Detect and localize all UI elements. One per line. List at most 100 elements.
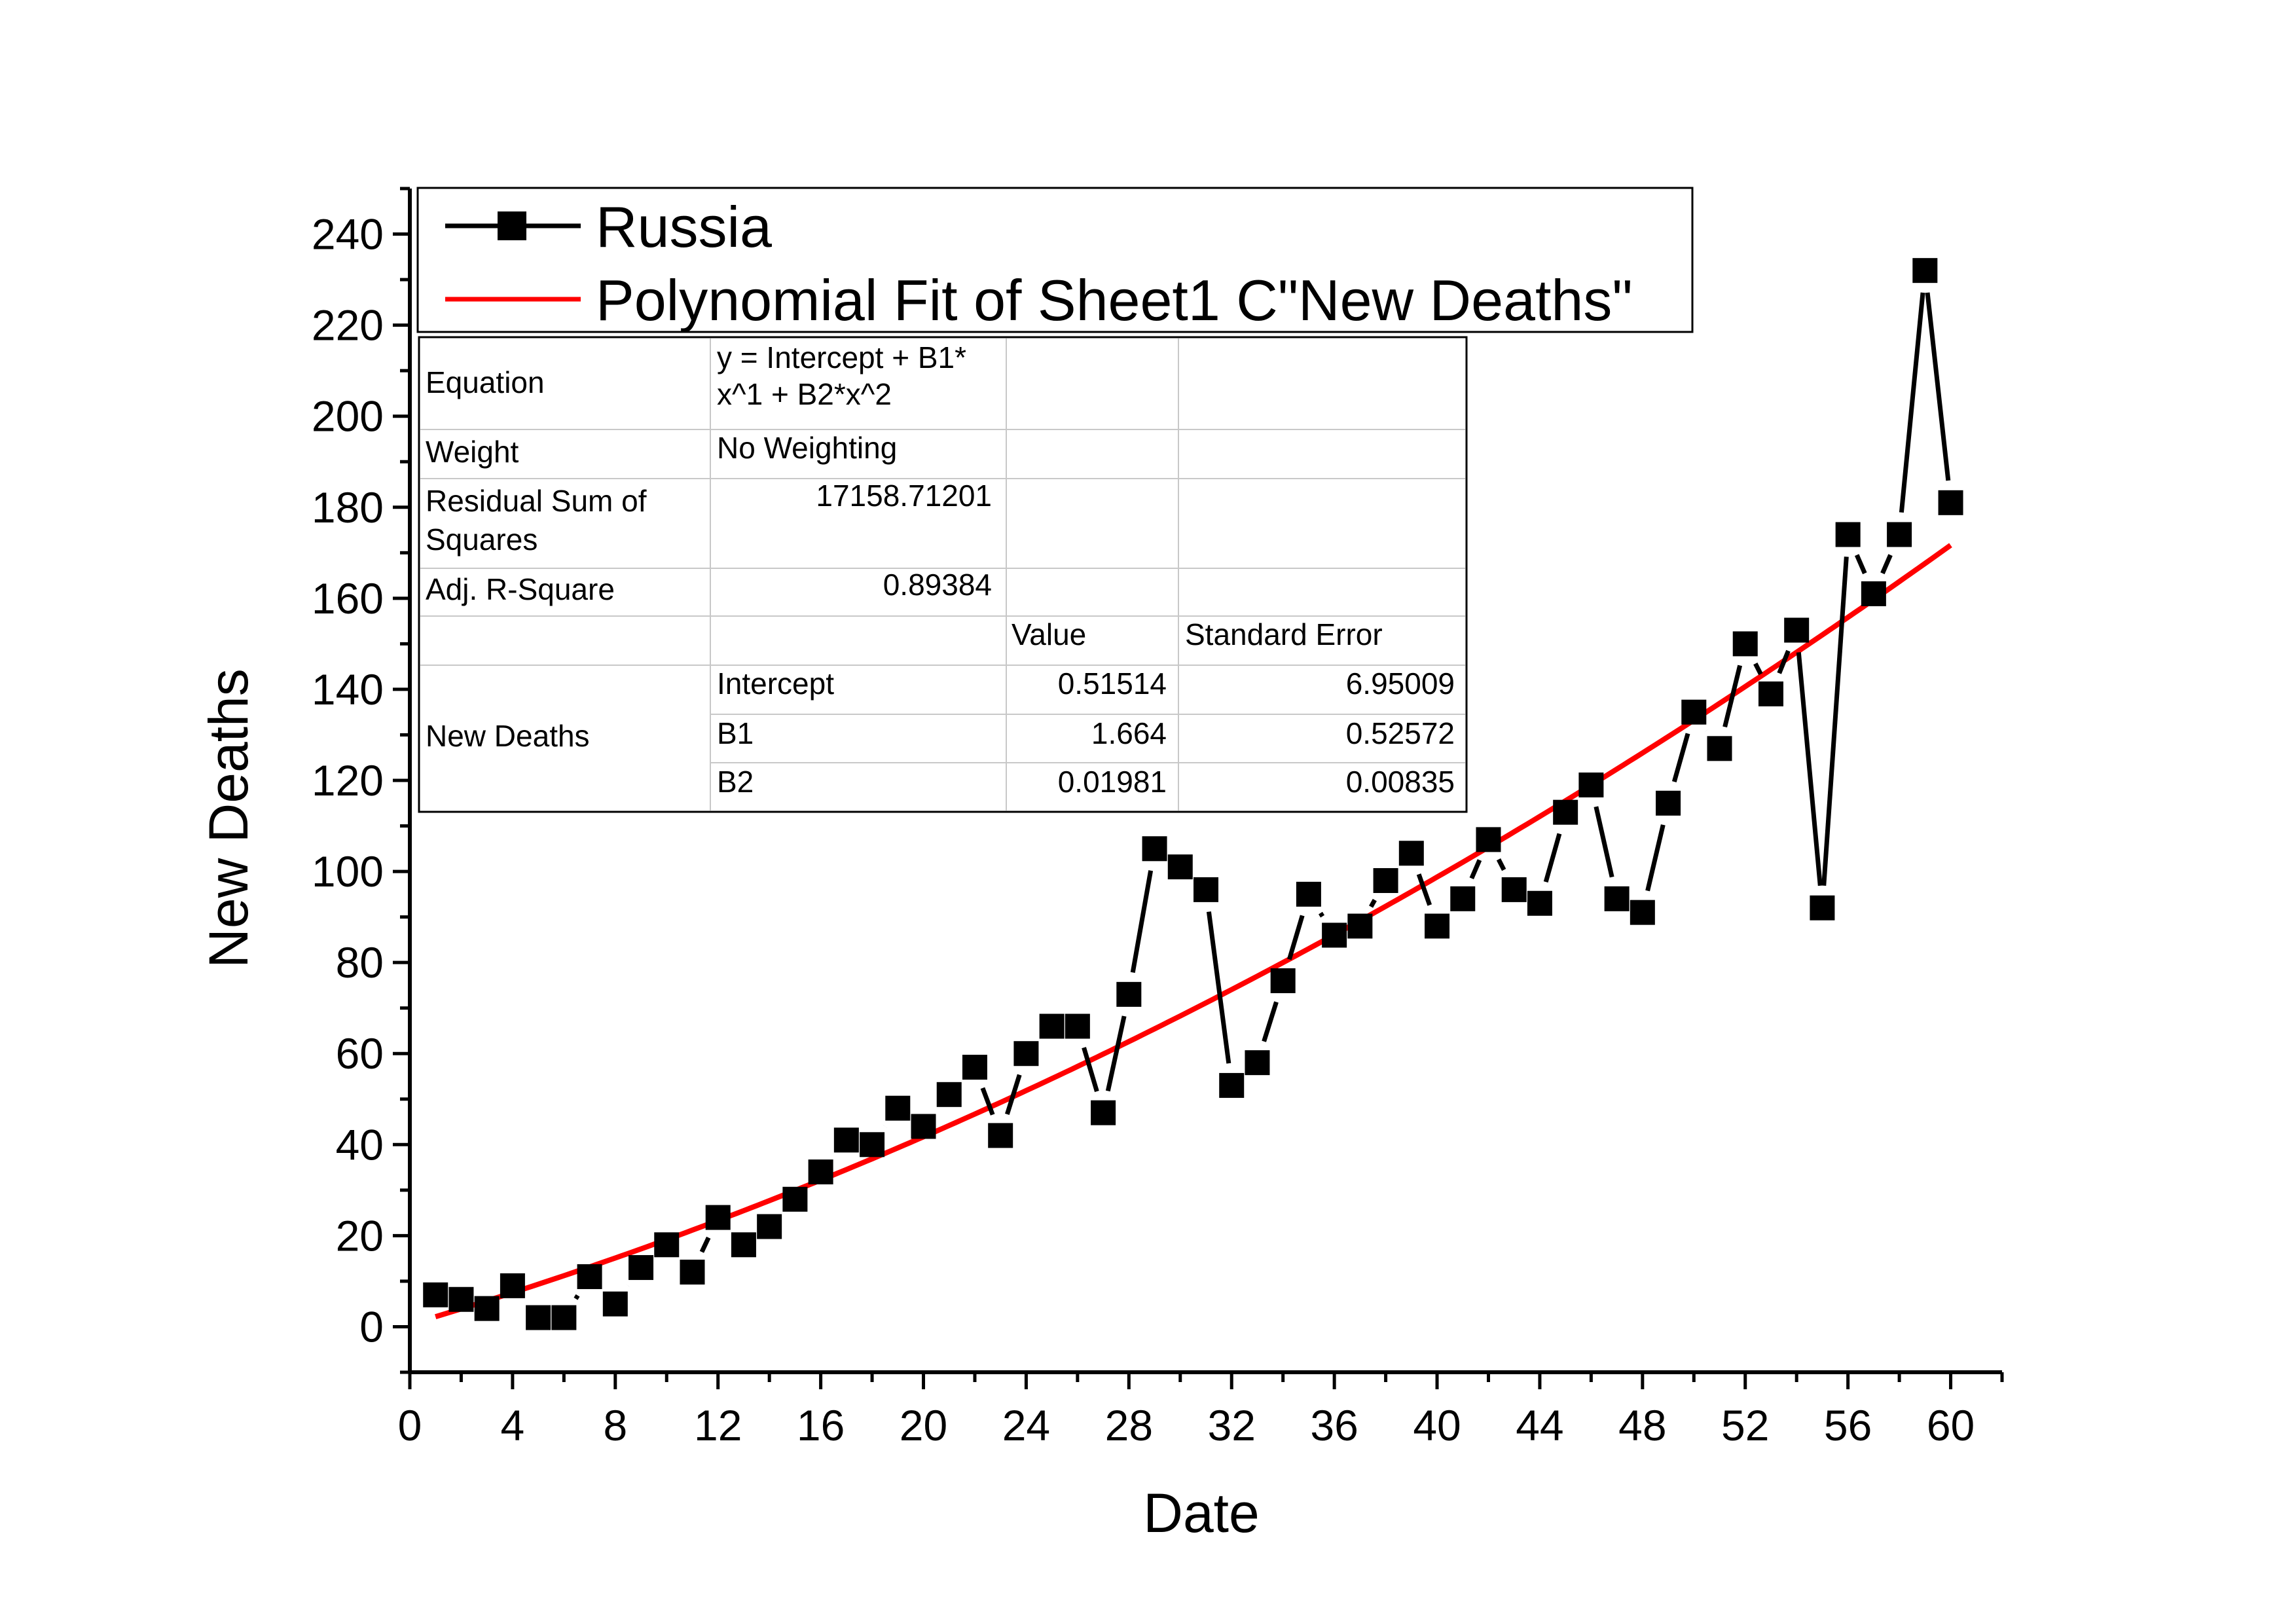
- fit-table-grid: [420, 338, 1465, 811]
- data-point: [500, 1273, 525, 1298]
- series-segment: [1469, 859, 1482, 880]
- table-rss-label-line2: Squares: [426, 522, 538, 556]
- table-value-header: Value: [1011, 617, 1086, 651]
- data-point: [885, 1095, 911, 1121]
- y-axis-title: New Deaths: [198, 668, 259, 968]
- data-point: [1553, 799, 1578, 825]
- y-tick-label: 240: [312, 210, 384, 259]
- data-point: [680, 1260, 705, 1285]
- data-point: [1039, 1013, 1065, 1039]
- data-point: [911, 1114, 936, 1139]
- x-tick-label: 0: [398, 1401, 422, 1450]
- data-point: [1604, 886, 1630, 911]
- series-line-russia: [574, 292, 1951, 1300]
- data-point: [1681, 699, 1707, 725]
- table-param-name-2: B2: [717, 765, 754, 799]
- x-tick-label: 60: [1927, 1401, 1975, 1450]
- series-segment: [1880, 554, 1893, 575]
- series-segment: [1796, 652, 1823, 886]
- data-point: [1861, 581, 1886, 606]
- x-tick-label: 44: [1516, 1401, 1563, 1450]
- data-point: [988, 1123, 1013, 1148]
- table-param-value-1: 1.664: [1091, 716, 1167, 750]
- data-point: [731, 1232, 756, 1258]
- data-point: [1322, 922, 1347, 948]
- data-point: [1912, 258, 1938, 283]
- data-point: [1091, 1100, 1116, 1125]
- x-tick-label: 24: [1002, 1401, 1050, 1450]
- data-point: [551, 1305, 577, 1330]
- x-tick-label: 12: [694, 1401, 742, 1450]
- x-tick-label: 32: [1208, 1401, 1256, 1450]
- y-tick-label: 140: [312, 665, 384, 714]
- series-segment: [1543, 833, 1562, 883]
- series-segment: [1645, 824, 1666, 892]
- data-point: [1013, 1041, 1039, 1067]
- x-tick-label: 40: [1413, 1401, 1461, 1450]
- data-point: [1219, 1072, 1245, 1098]
- series-segment: [1318, 911, 1325, 918]
- table-param-se-2: 0.00835: [1346, 765, 1455, 799]
- y-tick-label: 160: [312, 574, 384, 623]
- table-param-name-1: B1: [717, 716, 754, 750]
- data-point: [1116, 981, 1142, 1007]
- data-point: [1373, 867, 1398, 893]
- table-equation-line2: x^1 + B2*x^2: [717, 377, 892, 411]
- y-axis-ticks: 0 20 40 60 80 100 120 140 160 180 200 220 240: [312, 187, 410, 1374]
- data-point: [654, 1232, 680, 1258]
- series-segment: [1262, 1001, 1279, 1042]
- table-param-value-0: 0.51514: [1058, 666, 1167, 701]
- x-tick-label: 52: [1721, 1401, 1769, 1450]
- data-point: [1835, 522, 1861, 547]
- fit-table-frame: [418, 336, 1468, 813]
- y-tick-label: 60: [336, 1029, 384, 1078]
- data-point: [757, 1214, 782, 1239]
- data-point: [1784, 617, 1810, 643]
- legend-label-fit: Polynomial Fit of Sheet1 C"New Deaths": [596, 268, 1633, 333]
- table-param-se-1: 0.52572: [1346, 716, 1455, 750]
- series-segment: [980, 1087, 995, 1116]
- series-segment: [1082, 1047, 1099, 1093]
- legend-label-russia: Russia: [596, 194, 772, 259]
- y-tick-label: 40: [336, 1120, 384, 1169]
- series-segment: [1821, 556, 1849, 886]
- data-point: [962, 1055, 987, 1080]
- series-segment: [574, 1294, 580, 1300]
- series-segment: [1777, 649, 1791, 674]
- y-tick-label: 80: [336, 938, 384, 987]
- data-point: [577, 1264, 602, 1289]
- data-point: [526, 1305, 551, 1330]
- y-tick-label: 120: [312, 756, 384, 805]
- data-point: [860, 1132, 885, 1158]
- series-segment: [1722, 665, 1743, 728]
- table-rss-label-line1: Residual Sum of: [426, 484, 647, 518]
- data-point: [1167, 854, 1193, 880]
- table-group-label: New Deaths: [426, 719, 590, 753]
- x-tick-label: 8: [603, 1401, 627, 1450]
- table-param-name-0: Intercept: [717, 666, 834, 701]
- series-segment: [1671, 733, 1690, 782]
- series-segment: [1753, 663, 1763, 676]
- data-point: [1347, 913, 1373, 939]
- data-point: [1425, 913, 1450, 939]
- series-segment: [1496, 858, 1506, 871]
- data-point: [1501, 877, 1527, 902]
- x-tick-label: 20: [900, 1401, 947, 1450]
- data-point: [1707, 736, 1732, 761]
- table-equation-label: Equation: [426, 365, 545, 399]
- x-tick-label: 56: [1824, 1401, 1872, 1450]
- data-point: [629, 1255, 654, 1281]
- legend-box: [416, 187, 1694, 333]
- data-point: [705, 1205, 731, 1230]
- x-tick-label: 28: [1105, 1401, 1153, 1450]
- data-point: [423, 1282, 448, 1307]
- table-adjr-label: Adj. R-Square: [426, 572, 615, 606]
- data-point: [833, 1127, 859, 1153]
- y-tick-label: 100: [312, 847, 384, 896]
- data-point: [1245, 1050, 1270, 1076]
- y-tick-label: 20: [336, 1211, 384, 1260]
- data-point: [1938, 490, 1963, 515]
- x-axis-title: Date: [1143, 1482, 1259, 1544]
- data-point: [1887, 522, 1912, 547]
